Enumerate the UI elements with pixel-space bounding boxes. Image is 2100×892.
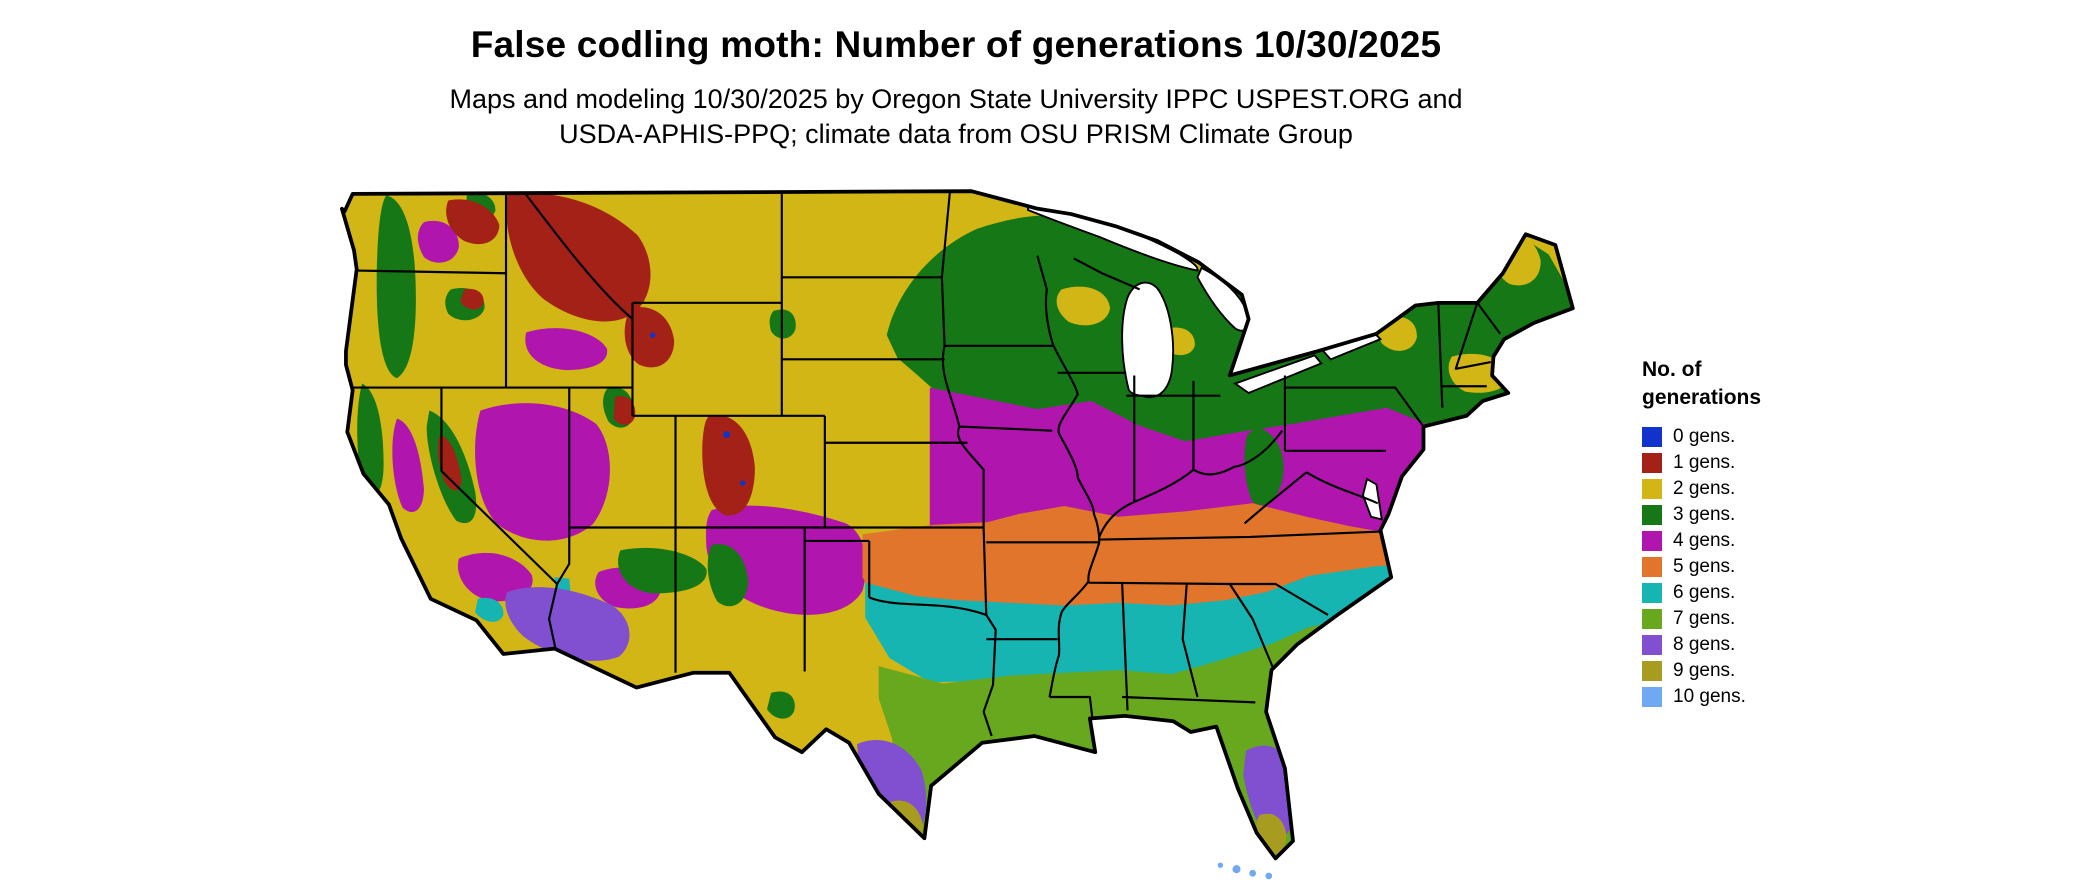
legend-label-2-gens: 2 gens. [1673, 478, 1736, 499]
legend-item-8-gens: 8 gens. [1642, 632, 1942, 658]
map-region-0-gens-specks [649, 332, 746, 486]
map-region-9-gens [888, 800, 1287, 855]
legend-swatch-1-gens [1642, 453, 1662, 473]
us-map-svg [340, 189, 1575, 880]
map-region-1-gens-west [437, 193, 755, 516]
legend-swatch-0-gens [1642, 427, 1662, 447]
legend-label-1-gens: 1 gens. [1673, 452, 1736, 473]
legend-label-9-gens: 9 gens. [1673, 660, 1736, 681]
legend-label-0-gens: 0 gens. [1673, 426, 1736, 447]
legend-item-7-gens: 7 gens. [1642, 606, 1942, 632]
legend-item-5-gens: 5 gens. [1642, 554, 1942, 580]
map-region-3-gens-west [357, 192, 796, 719]
legend-item-2-gens: 2 gens. [1642, 476, 1942, 502]
map-region-2-gens-overlays [1056, 229, 1541, 393]
page-title: False codling moth: Number of generation… [470, 24, 1442, 65]
legend-item-6-gens: 6 gens. [1642, 580, 1942, 606]
legend-label-4-gens: 4 gens. [1673, 530, 1736, 551]
legend-swatch-2-gens [1642, 479, 1662, 499]
map-region-4-gens-west [392, 220, 867, 615]
legend-item-4-gens: 4 gens. [1642, 528, 1942, 554]
legend-label-10-gens: 10 gens. [1673, 686, 1746, 707]
us-generations-map [308, 171, 1600, 884]
legend-item-3-gens: 3 gens. [1642, 502, 1942, 528]
legend-title: No. of generations [1642, 356, 1942, 412]
legend-item-1-gens: 1 gens. [1642, 450, 1942, 476]
legend-title-line-2: generations [1642, 386, 1762, 409]
page-subtitle: Maps and modeling 10/30/2025 by Oregon S… [0, 82, 1912, 152]
subtitle-line-1: Maps and modeling 10/30/2025 by Oregon S… [449, 84, 1463, 114]
legend-swatch-7-gens [1642, 609, 1662, 629]
legend-title-line-1: No. of [1642, 358, 1702, 381]
legend-swatch-8-gens [1642, 635, 1662, 655]
legend-item-0-gens: 0 gens. [1642, 424, 1942, 450]
lake-michigan [1121, 281, 1175, 398]
legend-label-7-gens: 7 gens. [1673, 608, 1736, 629]
legend-swatch-10-gens [1642, 687, 1662, 707]
legend-label-6-gens: 6 gens. [1673, 582, 1736, 603]
legend-label-3-gens: 3 gens. [1673, 504, 1736, 525]
legend-swatch-4-gens [1642, 531, 1662, 551]
lake-erie [1233, 354, 1323, 395]
chesapeake-bay [1361, 477, 1383, 521]
map-region-3-gens-appalachia [1244, 426, 1284, 506]
legend-swatch-3-gens [1642, 505, 1662, 525]
map-region-8-gens [505, 587, 1297, 843]
map-region-10-gens-keys [1217, 862, 1273, 880]
legend-item-9-gens: 9 gens. [1642, 658, 1942, 684]
legend: No. of generations 0 gens. 1 gens. 2 gen… [1642, 356, 1942, 710]
legend-item-10-gens: 10 gens. [1642, 684, 1942, 710]
legend-swatch-9-gens [1642, 661, 1662, 681]
subtitle-line-2: USDA-APHIS-PPQ; climate data from OSU PR… [559, 119, 1353, 149]
us-outline [340, 189, 1575, 861]
legend-swatch-6-gens [1642, 583, 1662, 603]
legend-label-5-gens: 5 gens. [1673, 556, 1736, 577]
legend-swatch-5-gens [1642, 557, 1662, 577]
state-borders [352, 191, 1502, 737]
map-region-6-gens-band [475, 562, 1436, 683]
legend-label-8-gens: 8 gens. [1673, 634, 1736, 655]
